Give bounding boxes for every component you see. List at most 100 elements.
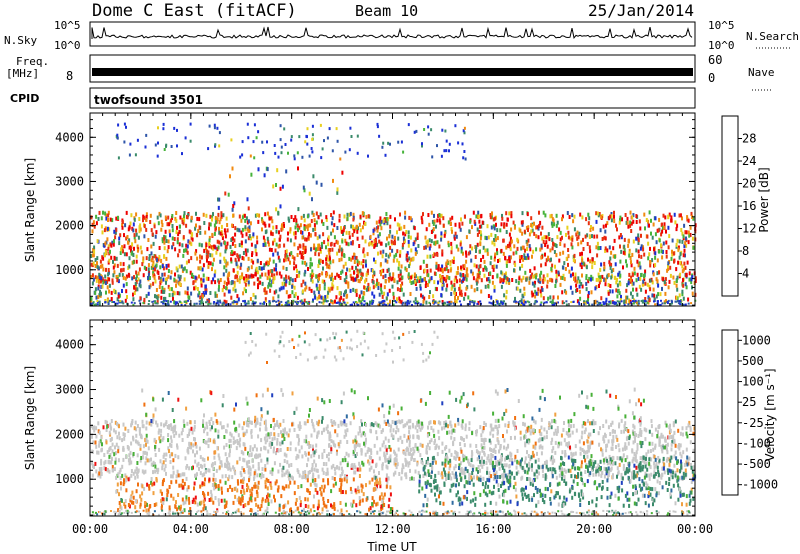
- heatmap-cell: [608, 245, 611, 250]
- heatmap-cell: [530, 223, 533, 228]
- heatmap-cell: [491, 265, 494, 269]
- heatmap-cell: [283, 258, 286, 263]
- heatmap-cell: [422, 303, 425, 306]
- heatmap-cell: [165, 239, 168, 243]
- heatmap-cell: [321, 244, 323, 249]
- heatmap-cell: [160, 227, 163, 232]
- heatmap-cell: [164, 278, 167, 282]
- heatmap-cell: [473, 300, 476, 303]
- heatmap-cell: [191, 237, 194, 242]
- heatmap-cell: [356, 303, 359, 306]
- heatmap-cell: [513, 225, 516, 230]
- heatmap-cell: [218, 280, 221, 285]
- heatmap-cell: [609, 289, 611, 294]
- heatmap-cell: [505, 245, 508, 250]
- heatmap-cell: [118, 293, 121, 298]
- heatmap-cell: [213, 244, 216, 249]
- heatmap-cell: [315, 443, 318, 448]
- heatmap-cell: [227, 280, 230, 285]
- heatmap-cell: [249, 445, 252, 450]
- heatmap-cell: [100, 461, 103, 466]
- heatmap-cell: [482, 254, 485, 259]
- heatmap-cell: [543, 277, 546, 282]
- heatmap-cell: [148, 285, 151, 290]
- heatmap-cell: [512, 420, 515, 425]
- heatmap-cell: [683, 261, 686, 266]
- heatmap-cell: [275, 225, 278, 230]
- heatmap-cell: [386, 259, 389, 264]
- heatmap-cell: [600, 296, 603, 301]
- heatmap-cell: [678, 293, 681, 298]
- heatmap-cell: [138, 299, 141, 302]
- heatmap-cell: [356, 229, 359, 234]
- heatmap-cell: [254, 295, 257, 300]
- heatmap-cell: [173, 300, 176, 305]
- heatmap-cell: [326, 424, 329, 429]
- heatmap-cell: [453, 256, 455, 261]
- heatmap-cell: [614, 254, 616, 259]
- heatmap-cell: [613, 214, 615, 219]
- heatmap-cell: [119, 261, 122, 266]
- heatmap-cell: [421, 461, 424, 466]
- heatmap-cell: [277, 299, 280, 302]
- heatmap-cell: [569, 273, 572, 278]
- heatmap-cell: [136, 424, 139, 428]
- heatmap-cell: [498, 424, 501, 429]
- heatmap-cell: [242, 451, 245, 456]
- heatmap-cell: [624, 442, 627, 447]
- heatmap-cell: [514, 296, 516, 301]
- heatmap-cell: [308, 286, 311, 291]
- heatmap-cell: [594, 299, 597, 304]
- heatmap-cell: [336, 251, 339, 256]
- heatmap-cell: [449, 420, 452, 425]
- heatmap-cell: [388, 303, 391, 306]
- heatmap-cell: [661, 286, 663, 291]
- heatmap-cell: [445, 275, 448, 279]
- heatmap-cell: [367, 214, 370, 219]
- heatmap-cell: [500, 222, 503, 227]
- heatmap-cell: [325, 261, 328, 266]
- heatmap-cell: [130, 245, 133, 249]
- heatmap-cell: [309, 264, 312, 269]
- heatmap-cell: [279, 204, 282, 209]
- heatmap-cell: [291, 290, 294, 295]
- heatmap-cell: [261, 281, 264, 286]
- heatmap-cell: [508, 256, 511, 261]
- heatmap-cell: [173, 237, 176, 241]
- heatmap-cell: [595, 466, 598, 471]
- heatmap-cell: [494, 444, 497, 449]
- heatmap-cell: [312, 273, 315, 278]
- heatmap-cell: [525, 225, 528, 230]
- heatmap-cell: [111, 278, 114, 283]
- heatmap-cell: [454, 296, 456, 300]
- heatmap-cell: [546, 244, 549, 249]
- heatmap-cell: [525, 277, 528, 282]
- heatmap-cell: [289, 260, 291, 265]
- heatmap-cell: [629, 220, 632, 225]
- heatmap-cell: [385, 422, 388, 426]
- heatmap-cell: [496, 437, 499, 442]
- heatmap-cell: [318, 286, 321, 291]
- heatmap-cell: [619, 273, 622, 278]
- heatmap-cell: [547, 232, 550, 237]
- heatmap-cell: [212, 246, 215, 251]
- heatmap-cell: [214, 428, 217, 433]
- heatmap-cell: [214, 450, 217, 455]
- heatmap-cell: [654, 443, 657, 448]
- heatmap-cell: [211, 217, 213, 222]
- heatmap-cell: [445, 477, 447, 481]
- heatmap-cell: [133, 291, 136, 295]
- heatmap-cell: [572, 258, 575, 263]
- heatmap-cell: [604, 236, 607, 241]
- heatmap-cell: [578, 303, 581, 306]
- heatmap-cell: [330, 449, 333, 454]
- heatmap-cell: [199, 295, 202, 300]
- heatmap-cell: [92, 220, 95, 225]
- heatmap-cell: [436, 144, 438, 148]
- heatmap-cell: [142, 302, 145, 304]
- heatmap-cell: [364, 259, 367, 264]
- heatmap-cell: [656, 258, 659, 263]
- heatmap-cell: [583, 303, 586, 306]
- heatmap-cell: [610, 422, 613, 427]
- heatmap-cell: [121, 245, 124, 250]
